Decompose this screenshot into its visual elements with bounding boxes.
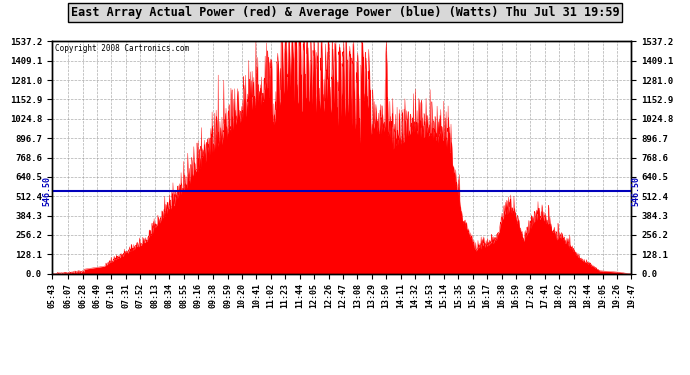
Text: 546.50: 546.50 [43,176,52,206]
Text: Copyright 2008 Cartronics.com: Copyright 2008 Cartronics.com [55,44,189,52]
Text: 546.50: 546.50 [631,176,640,206]
Text: East Array Actual Power (red) & Average Power (blue) (Watts) Thu Jul 31 19:59: East Array Actual Power (red) & Average … [70,6,620,19]
